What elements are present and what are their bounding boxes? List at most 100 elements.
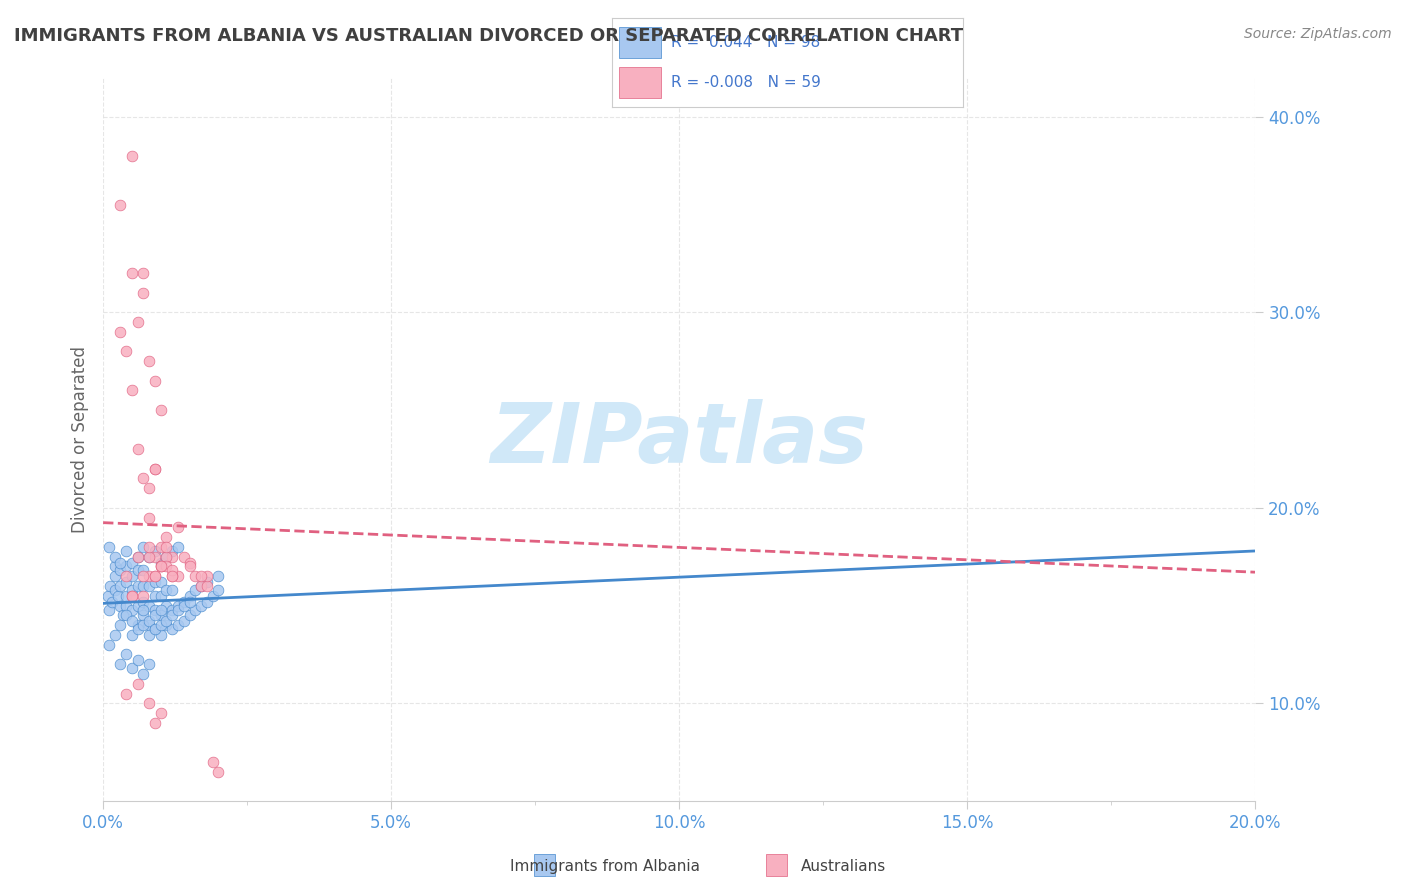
Text: ZIPatlas: ZIPatlas	[491, 399, 868, 480]
Point	[138, 628, 160, 642]
Point	[162, 569, 184, 583]
Point	[115, 648, 138, 662]
Point	[138, 697, 160, 711]
Point	[132, 266, 155, 280]
Y-axis label: Divorced or Separated: Divorced or Separated	[72, 346, 89, 533]
Point	[179, 595, 201, 609]
Point	[110, 556, 132, 570]
Point	[149, 556, 172, 570]
Point	[127, 579, 149, 593]
Point	[162, 563, 184, 577]
Point	[110, 563, 132, 577]
Point	[98, 579, 121, 593]
Point	[143, 544, 166, 558]
Point	[138, 354, 160, 368]
Point	[167, 540, 190, 554]
Point	[201, 755, 224, 769]
Point	[155, 540, 177, 554]
Point	[155, 599, 177, 613]
Point	[138, 614, 160, 628]
Point	[97, 638, 120, 652]
Point	[149, 608, 172, 623]
Point	[138, 599, 160, 613]
Point	[115, 687, 138, 701]
Point	[143, 569, 166, 583]
Point	[143, 589, 166, 603]
Point	[155, 582, 177, 597]
Point	[179, 556, 201, 570]
Point	[143, 549, 166, 564]
Text: R = -0.008   N = 59: R = -0.008 N = 59	[672, 75, 821, 90]
Point	[155, 549, 177, 564]
Point	[143, 608, 166, 623]
Point	[149, 589, 172, 603]
Point	[132, 589, 155, 603]
Point	[149, 403, 172, 417]
Text: IMMIGRANTS FROM ALBANIA VS AUSTRALIAN DIVORCED OR SEPARATED CORRELATION CHART: IMMIGRANTS FROM ALBANIA VS AUSTRALIAN DI…	[14, 27, 963, 45]
Point	[127, 563, 149, 577]
Point	[138, 579, 160, 593]
Point	[115, 589, 138, 603]
Point	[104, 569, 127, 583]
Point	[143, 622, 166, 636]
Point	[143, 622, 166, 636]
Point	[132, 569, 155, 583]
Point	[138, 657, 160, 672]
Point	[149, 559, 172, 574]
Point	[167, 569, 190, 583]
Point	[132, 618, 155, 632]
Point	[127, 442, 149, 456]
Point	[121, 384, 143, 398]
Point	[121, 661, 143, 675]
Point	[121, 556, 143, 570]
Point	[190, 579, 212, 593]
Point	[143, 575, 166, 590]
Point	[104, 582, 127, 597]
Point	[121, 149, 143, 163]
Point	[184, 569, 207, 583]
Point	[115, 569, 138, 583]
Point	[115, 544, 138, 558]
Point	[184, 602, 207, 616]
Point	[149, 602, 172, 616]
Point	[127, 618, 149, 632]
Point	[132, 471, 155, 485]
Point	[143, 602, 166, 616]
Point	[121, 614, 143, 628]
Point	[138, 549, 160, 564]
Point	[127, 677, 149, 691]
Point	[167, 599, 190, 613]
Point	[149, 628, 172, 642]
Point	[207, 569, 229, 583]
Point	[138, 510, 160, 524]
Point	[179, 589, 201, 603]
Point	[121, 589, 143, 603]
Point	[207, 582, 229, 597]
Point	[190, 599, 212, 613]
Point	[143, 461, 166, 475]
Point	[167, 618, 190, 632]
Point	[138, 481, 160, 495]
Point	[190, 579, 212, 593]
Point	[173, 549, 195, 564]
Point	[115, 575, 138, 590]
Point	[167, 520, 190, 534]
Point	[127, 653, 149, 667]
Text: R =  0.044   N = 98: R = 0.044 N = 98	[672, 35, 821, 50]
Point	[143, 374, 166, 388]
Point	[162, 569, 184, 583]
Point	[97, 602, 120, 616]
Point	[143, 569, 166, 583]
Point	[104, 628, 127, 642]
Point	[115, 344, 138, 359]
Point	[121, 602, 143, 616]
Point	[149, 559, 172, 574]
Point	[195, 579, 218, 593]
Text: Immigrants from Albania: Immigrants from Albania	[509, 859, 700, 874]
Point	[162, 549, 184, 564]
Point	[155, 530, 177, 544]
Point	[132, 563, 155, 577]
Point	[149, 575, 172, 590]
Point	[110, 197, 132, 211]
Point	[121, 628, 143, 642]
